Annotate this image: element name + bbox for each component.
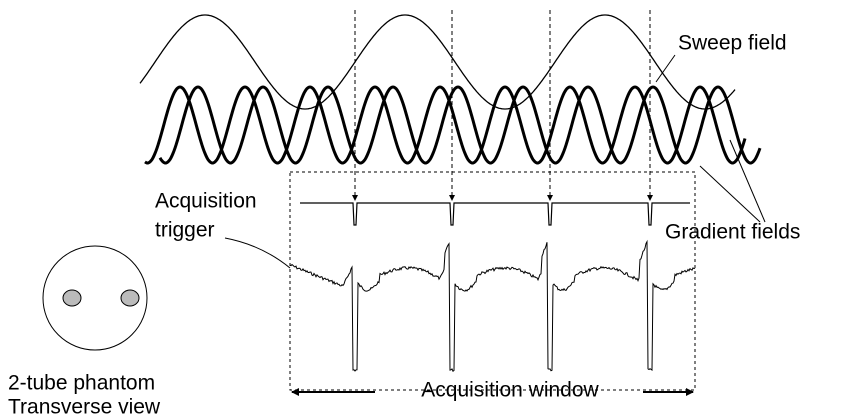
tube bbox=[120, 289, 140, 307]
tube bbox=[62, 289, 82, 307]
leader-line bbox=[655, 54, 676, 83]
label: Gradient fields bbox=[665, 221, 800, 244]
trigger-signal bbox=[300, 202, 690, 226]
leader-line bbox=[699, 165, 761, 223]
trigger-markers bbox=[352, 10, 653, 201]
label: 2-tube phantom bbox=[8, 372, 155, 395]
gradient-field bbox=[144, 85, 747, 165]
acquisition-box bbox=[289, 171, 696, 391]
label: Sweep field bbox=[678, 32, 787, 55]
leader-line bbox=[224, 237, 291, 269]
label: Transverse view bbox=[8, 396, 161, 417]
waveforms bbox=[139, 14, 762, 372]
ecg-signal bbox=[289, 239, 696, 372]
sweep-field bbox=[139, 14, 736, 110]
phantom-circle bbox=[42, 245, 148, 351]
label: Acquisition window bbox=[421, 379, 599, 402]
leader-line bbox=[729, 139, 766, 223]
label: Acquisition bbox=[155, 190, 257, 213]
gradient-field bbox=[158, 85, 762, 165]
label: trigger bbox=[155, 219, 215, 242]
